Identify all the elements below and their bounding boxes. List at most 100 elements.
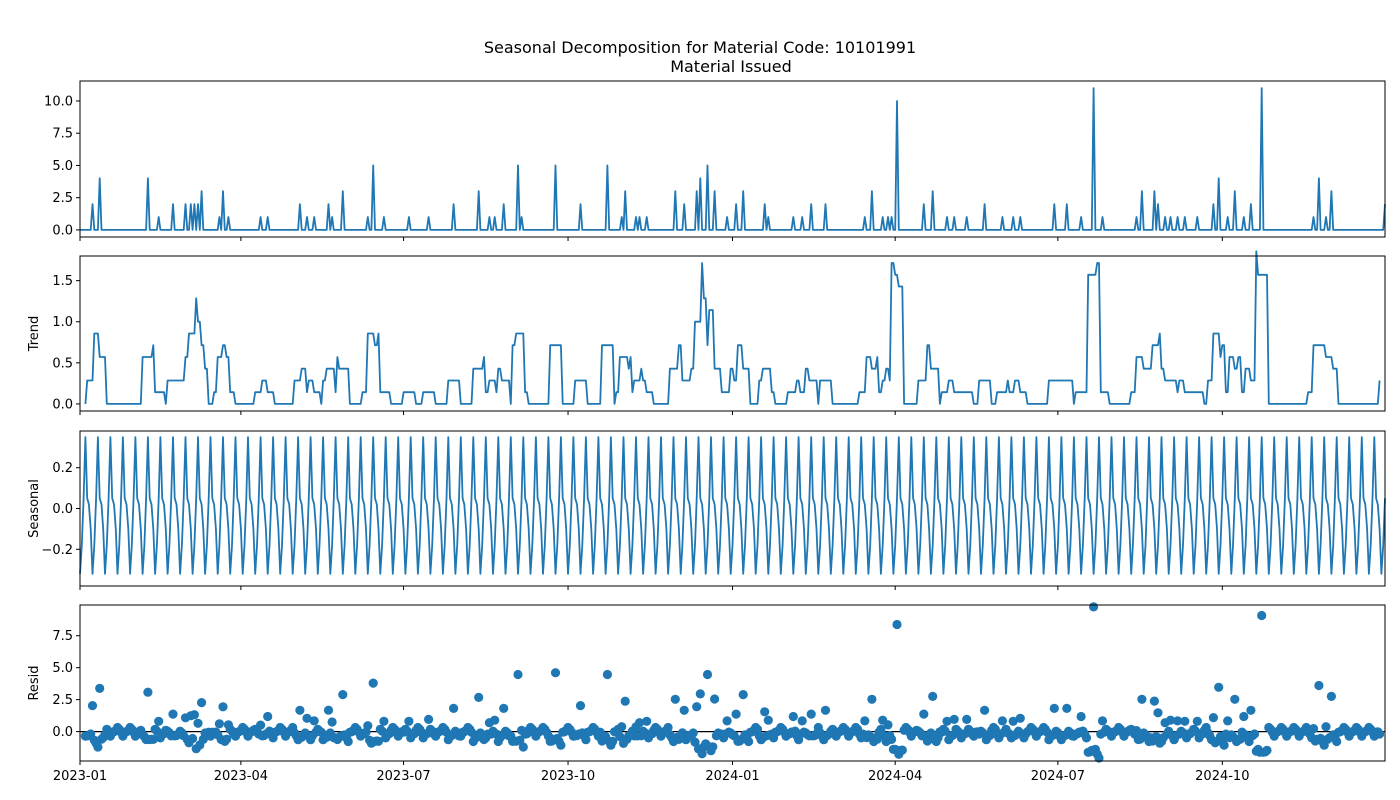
resid-point (679, 705, 689, 715)
resid-point (327, 717, 337, 727)
series-line (79, 436, 1386, 575)
resid-point (1089, 602, 1099, 612)
y-tick-label: 10.0 (44, 94, 73, 109)
resid-point (1249, 729, 1260, 739)
resid-point (424, 714, 434, 725)
resid-point (1332, 736, 1342, 747)
resid-point (338, 690, 348, 700)
axes-frame (79, 255, 1386, 412)
resid-point (87, 701, 98, 711)
resid-point (634, 718, 645, 728)
resid-point (1208, 713, 1218, 723)
resid-point (887, 734, 897, 745)
resid-point (474, 692, 484, 703)
resid-point (710, 694, 720, 704)
resid-point (302, 713, 312, 723)
resid-point (708, 742, 718, 752)
resid-point (763, 715, 773, 725)
resid-point (897, 745, 907, 755)
y-tick-label: 1.5 (52, 274, 73, 289)
y-tick-label: 0.0 (52, 725, 73, 740)
resid-point (93, 742, 103, 752)
panel-observed-title: Material Issued (670, 57, 792, 76)
resid-point (214, 719, 224, 729)
resid-point (820, 705, 831, 715)
resid-point (617, 722, 627, 732)
x-tick-label: 2024-04 (868, 769, 922, 784)
resid-point (1219, 740, 1229, 750)
series-line (80, 87, 1386, 231)
y-tick-label: 2.5 (52, 191, 73, 206)
resid-point (449, 703, 459, 714)
resid-point (575, 701, 586, 711)
resid-point (1131, 726, 1142, 736)
resid-point (1173, 716, 1183, 726)
resid-point (218, 702, 228, 712)
resid-point (513, 669, 523, 680)
resid-point (1149, 696, 1159, 706)
resid-point (949, 714, 959, 725)
resid-point (518, 742, 528, 752)
y-tick-label: 0.0 (52, 397, 73, 412)
figure-suptitle: Seasonal Decomposition for Material Code… (484, 38, 916, 57)
panel-trend: 0.0 0.5 1.0 1.5 Trend (27, 250, 1386, 415)
x-tick-label: 2024-01 (705, 769, 759, 784)
resid-point (197, 698, 207, 708)
resid-point (731, 709, 741, 719)
resid-point (193, 718, 203, 728)
resid-point (867, 694, 877, 704)
resid-point (1153, 708, 1163, 718)
resid-point (1326, 691, 1336, 702)
resid-point (695, 689, 705, 699)
resid-point (1321, 722, 1331, 732)
resid-point (143, 687, 153, 697)
resid-point (368, 678, 378, 688)
x-tick-label: 2023-04 (214, 769, 268, 784)
y-tick-label: 7.5 (52, 629, 73, 644)
y-tick-label: 1.0 (52, 315, 73, 330)
resid-point (760, 707, 770, 717)
resid-point (1008, 716, 1018, 726)
resid-point (1262, 745, 1272, 756)
resid-point (962, 714, 972, 725)
resid-point (942, 716, 952, 726)
resid-point (1062, 703, 1072, 714)
resid-point (363, 721, 373, 731)
resid-point (222, 734, 232, 744)
resid-point (722, 716, 732, 726)
y-tick-label: 7.5 (52, 127, 73, 142)
resid-point (1076, 711, 1086, 722)
resid-point (697, 749, 707, 759)
resid-point (872, 734, 882, 744)
resid-point (1192, 716, 1202, 726)
resid-point (928, 691, 938, 702)
resid-point (556, 740, 566, 750)
resid-point (550, 668, 561, 678)
resid-point (1137, 694, 1147, 704)
resid-point (797, 716, 807, 726)
y-axis-label: Seasonal (27, 479, 42, 538)
resid-point (581, 735, 591, 745)
resid-point (1165, 715, 1176, 725)
resid-point (1223, 716, 1233, 726)
resid-point (1230, 694, 1240, 704)
resid-point (343, 736, 353, 747)
resid-point (256, 720, 266, 730)
y-axis-label: Trend (27, 316, 42, 353)
axes-frame (79, 430, 1386, 587)
resid-point (620, 696, 630, 706)
resid-point (860, 716, 870, 726)
resid-point (806, 709, 816, 719)
resid-point (602, 669, 613, 680)
x-tick-label: 2024-07 (1031, 769, 1085, 784)
resid-point (663, 722, 673, 733)
resid-point (788, 711, 798, 722)
panel-observed: 0.0 2.5 5.0 7.5 10.0 (44, 80, 1386, 241)
resid-point (1180, 716, 1190, 726)
resid-point (615, 732, 625, 742)
panel-seasonal: −0.2 0.0 0.2 Seasonal (27, 430, 1386, 590)
panel-resid: 0.0 2.5 5.0 7.5 2023-01 2023-04 2023-07 2023-10… (27, 602, 1386, 784)
y-tick-label: 0.0 (52, 223, 73, 238)
resid-point (892, 619, 902, 630)
